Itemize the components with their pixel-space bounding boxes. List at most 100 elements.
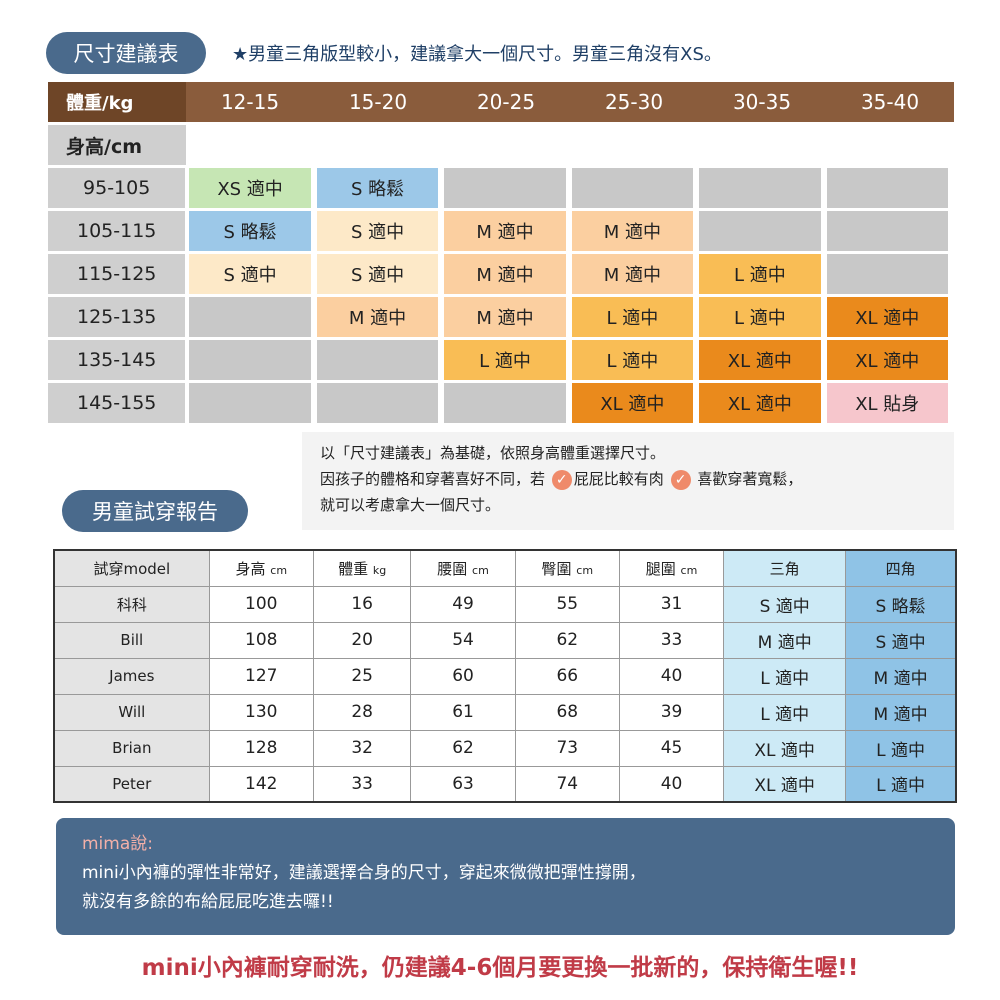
size-cell [189, 383, 311, 423]
table-row: 科科 100 16 49 55 31 S 適中 S 略鬆 [53, 585, 957, 623]
size-cell: XL 適中 [826, 340, 948, 380]
header-unit: cm [472, 563, 489, 577]
table-cell: 108 [208, 621, 314, 659]
size-cell [444, 383, 566, 423]
column-header: 體重 kg [312, 549, 412, 587]
table-cell: Peter [53, 765, 210, 803]
table-cell: 39 [618, 693, 725, 731]
table-header-row: 試穿model 身高 cm 體重 kg 腰圍 cm 臀圍 cm 腿圍 cm 三角 四角 [53, 549, 957, 587]
report-badge: 男童試穿報告 [62, 490, 248, 532]
size-row: 105-115 S 略鬆 S 適中 M 適中 M 適中 [48, 211, 954, 251]
column-header: 臀圍 cm [514, 549, 620, 587]
size-cell [826, 168, 948, 208]
table-cell: L 適中 [845, 765, 957, 803]
size-chart-grid: 體重/kg 12-15 15-20 20-25 25-30 30-35 35-40 身高/… [48, 82, 954, 423]
size-cell: L 適中 [699, 297, 821, 337]
size-cell: M 適中 [316, 297, 439, 337]
table-cell: 20 [312, 621, 412, 659]
table-cell: 128 [208, 729, 314, 767]
height-range: 125-135 [48, 297, 186, 337]
column-header: 試穿model [53, 549, 210, 587]
table-cell: 33 [312, 765, 412, 803]
weight-range: 20-25 [476, 90, 536, 114]
table-cell: 142 [208, 765, 314, 803]
size-cell [571, 168, 694, 208]
size-cell: M 適中 [571, 254, 694, 294]
size-cell: L 適中 [699, 254, 821, 294]
size-cell [189, 340, 311, 380]
size-row: 125-135 M 適中 M 適中 L 適中 L 適中 XL 適中 [48, 297, 954, 337]
table-cell: 25 [312, 657, 412, 695]
table-row: James 127 25 60 66 40 L 適中 M 適中 [53, 657, 957, 695]
table-cell: 63 [410, 765, 516, 803]
height-label-row: 身高/cm [48, 125, 954, 165]
check-icon: ✓ [551, 469, 572, 490]
comment-line: mini小內褲的彈性非常好，建議選擇合身的尺寸，穿起來微微把彈性撐開， [82, 863, 646, 883]
table-cell: 科科 [53, 585, 210, 623]
size-cell: S 適中 [189, 254, 311, 294]
table-cell: XL 適中 [723, 729, 847, 767]
size-cell [826, 211, 948, 251]
table-cell: 33 [618, 621, 725, 659]
table-cell: 66 [514, 657, 620, 695]
weight-header-row: 體重/kg 12-15 15-20 20-25 25-30 30-35 35-40 [48, 82, 954, 122]
size-cell: XL 適中 [699, 383, 821, 423]
size-cell: M 適中 [444, 211, 566, 251]
weight-range: 15-20 [348, 90, 408, 114]
size-cell [699, 211, 821, 251]
height-range: 145-155 [48, 383, 186, 423]
header-name: 體重 [338, 559, 369, 578]
size-cell: M 適中 [571, 211, 694, 251]
header-name: 身高 [235, 559, 266, 578]
column-header: 身高 cm [208, 549, 314, 587]
table-cell: 127 [208, 657, 314, 695]
header-unit: kg [372, 563, 387, 577]
table-row: Will 130 28 61 68 39 L 適中 M 適中 [53, 693, 957, 731]
fitting-report-table: 試穿model 身高 cm 體重 kg 腰圍 cm 臀圍 cm 腿圍 cm 三角 四角 科科 10… [53, 549, 957, 803]
size-cell: M 適中 [444, 297, 566, 337]
size-cell: S 適中 [316, 254, 439, 294]
memo-line: 因孩子的體格和穿著喜好不同，若 ✓ 屁屁比較有肉 ✓ 喜歡穿著寬鬆， [320, 466, 936, 492]
table-cell: 55 [514, 585, 620, 623]
size-row: 115-125 S 適中 S 適中 M 適中 M 適中 L 適中 [48, 254, 954, 294]
comment-title: mima說: [82, 834, 153, 854]
table-cell: L 適中 [845, 729, 957, 767]
column-header: 腿圍 cm [618, 549, 725, 587]
table-cell: 40 [618, 657, 725, 695]
size-cell: L 適中 [571, 340, 694, 380]
mima-comment: mima說: mini小內褲的彈性非常好，建議選擇合身的尺寸，穿起來微微把彈性撐… [56, 818, 955, 935]
table-cell: 32 [312, 729, 412, 767]
header-unit: cm [576, 563, 594, 577]
header-name: 臀圍 [541, 559, 572, 578]
table-cell: 61 [410, 693, 516, 731]
table-cell: 62 [410, 729, 516, 767]
size-row: 95-105 XS 適中 S 略鬆 [48, 168, 954, 208]
table-cell: 68 [514, 693, 620, 731]
comment-line: 就沒有多餘的布給屁屁吃進去囉!! [82, 892, 334, 912]
table-cell: 49 [410, 585, 516, 623]
size-cell: L 適中 [444, 340, 566, 380]
header-unit: cm [270, 563, 288, 577]
table-cell: 45 [618, 729, 725, 767]
table-row: Peter 142 33 63 74 40 XL 適中 L 適中 [53, 765, 957, 803]
table-cell: 60 [410, 657, 516, 695]
header-name: 腰圍 [437, 559, 468, 578]
column-header: 三角 [723, 549, 847, 587]
table-cell: 73 [514, 729, 620, 767]
size-note: ★男童三角版型較小，建議拿大一個尺寸。男童三角沒有XS。 [232, 44, 722, 65]
memo-text: 因孩子的體格和穿著喜好不同，若 [320, 470, 546, 488]
table-cell: Brian [53, 729, 210, 767]
table-cell: XL 適中 [723, 765, 847, 803]
height-range: 115-125 [48, 254, 186, 294]
table-row: Brian 128 32 62 73 45 XL 適中 L 適中 [53, 729, 957, 767]
size-cell: XL 適中 [826, 297, 948, 337]
size-cell: XS 適中 [189, 168, 311, 208]
table-cell: Bill [53, 621, 210, 659]
table-cell: L 適中 [723, 657, 847, 695]
table-cell: 62 [514, 621, 620, 659]
memo-condition: 屁屁比較有肉 [573, 470, 664, 488]
height-range: 95-105 [48, 168, 186, 208]
memo-line: 以「尺寸建議表」為基礎，依照身高體重選擇尺寸。 [320, 444, 666, 462]
table-cell: 28 [312, 693, 412, 731]
table-cell: M 適中 [723, 621, 847, 659]
